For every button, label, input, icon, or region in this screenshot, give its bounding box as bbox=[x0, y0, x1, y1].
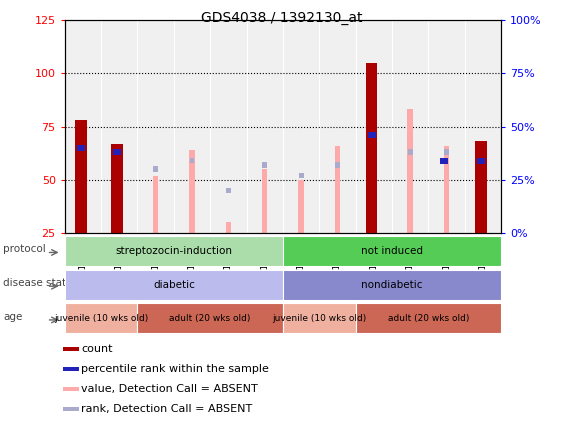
Bar bbox=[444, 150, 449, 155]
Bar bbox=[75, 120, 87, 233]
Text: juvenile (10 wks old): juvenile (10 wks old) bbox=[54, 314, 148, 323]
Bar bbox=[283, 270, 501, 300]
Text: GDS4038 / 1392130_at: GDS4038 / 1392130_at bbox=[201, 11, 362, 25]
Text: value, Detection Call = ABSENT: value, Detection Call = ABSENT bbox=[82, 384, 258, 394]
Bar bbox=[77, 145, 85, 151]
Bar bbox=[408, 110, 413, 233]
Bar bbox=[298, 173, 303, 178]
Bar bbox=[298, 180, 304, 233]
Text: juvenile (10 wks old): juvenile (10 wks old) bbox=[272, 314, 367, 323]
Bar bbox=[335, 146, 340, 233]
Bar bbox=[63, 387, 79, 391]
Bar bbox=[137, 303, 283, 333]
Bar bbox=[189, 150, 195, 233]
Bar bbox=[283, 236, 501, 266]
Bar bbox=[475, 142, 486, 233]
Bar bbox=[368, 132, 376, 138]
Text: not induced: not induced bbox=[361, 246, 423, 256]
Text: protocol: protocol bbox=[3, 244, 46, 254]
Text: nondiabetic: nondiabetic bbox=[361, 280, 423, 289]
Bar bbox=[113, 149, 121, 155]
Text: percentile rank within the sample: percentile rank within the sample bbox=[82, 364, 269, 374]
Bar bbox=[65, 270, 283, 300]
Text: count: count bbox=[82, 344, 113, 354]
Bar bbox=[366, 63, 377, 233]
Text: streptozocin-induction: streptozocin-induction bbox=[115, 246, 233, 256]
Bar bbox=[63, 407, 79, 411]
Bar bbox=[226, 222, 231, 233]
Bar bbox=[477, 158, 485, 164]
Bar bbox=[153, 175, 158, 233]
Text: rank, Detection Call = ABSENT: rank, Detection Call = ABSENT bbox=[82, 404, 253, 414]
Bar bbox=[356, 303, 501, 333]
Bar bbox=[408, 150, 413, 155]
Bar bbox=[190, 158, 194, 163]
Bar bbox=[262, 169, 267, 233]
Bar bbox=[283, 303, 356, 333]
Text: disease state: disease state bbox=[3, 278, 73, 288]
Text: diabetic: diabetic bbox=[153, 280, 195, 289]
Bar bbox=[444, 146, 449, 233]
Bar bbox=[153, 166, 158, 172]
Bar bbox=[65, 236, 283, 266]
Bar bbox=[262, 162, 267, 167]
Text: adult (20 wks old): adult (20 wks old) bbox=[169, 314, 251, 323]
Bar bbox=[63, 367, 79, 371]
Bar bbox=[111, 143, 123, 233]
Bar bbox=[63, 347, 79, 351]
Text: age: age bbox=[3, 312, 23, 322]
Bar bbox=[226, 188, 231, 193]
Text: adult (20 wks old): adult (20 wks old) bbox=[388, 314, 469, 323]
Bar bbox=[65, 303, 137, 333]
Bar bbox=[440, 158, 448, 164]
Bar bbox=[335, 162, 340, 167]
